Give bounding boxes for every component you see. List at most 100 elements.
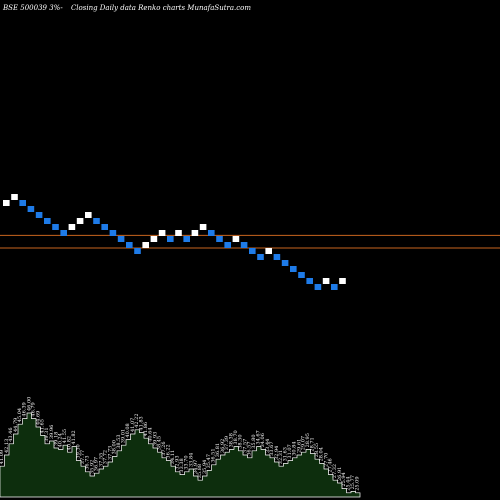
chart-header: BSE 500039 3%- Closing Daily data Renko … [2,4,251,12]
renko-brick-down [134,248,141,254]
volume-label: 37.77 [80,450,86,464]
volume-label: 28.55 [314,443,320,457]
volume-label: 41.55 [62,429,68,443]
renko-brick-up [150,236,158,242]
volume-label: 29.07 [301,436,307,450]
volume-label: 25.44 [346,476,352,490]
volume-label: 38.45 [157,436,163,450]
renko-brick-down [52,224,59,230]
volume-label: 25.77 [350,475,356,489]
volume-label: 36.97 [94,457,100,471]
volume-label: 27.70 [323,453,329,467]
volume-label: 41.07 [130,418,136,432]
reference-lines [0,234,500,249]
renko-brick-up [11,194,18,200]
chart-description: Closing Daily data Renko charts MunafaSu… [71,4,251,12]
renko-brick-down [93,218,100,224]
volume-label: 45.04 [17,408,23,422]
volume-label: 40.82 [67,436,73,450]
volume-label: 35.47 [206,454,212,468]
volume-label: 28.71 [310,437,316,451]
volume-label: 44.69 [35,411,41,425]
volume-label: 33.38 [179,458,185,472]
renko-brick-down [216,236,223,242]
renko-brick-down [101,224,108,230]
renko-brick-up [76,218,84,224]
volume-label: 46.00 [26,397,32,411]
renko-brick-down [240,242,248,248]
volume-label: 31.07 [287,444,293,458]
renko-brick-up [175,230,182,236]
volume-label: 25.09 [355,476,361,490]
renko-bricks [3,194,346,290]
volume-label: 41.82 [71,430,77,444]
renko-brick-down [208,230,215,236]
renko-brick-down [27,206,35,212]
renko-brick-up [199,224,207,230]
renko-brick-down [60,230,67,236]
volume-label: 41.86 [143,422,149,436]
volume-label: 28.04 [319,447,325,461]
volume-label: 41.65 [40,419,46,433]
volume-label: 25.94 [341,472,347,486]
volume-label: 42.13 [4,439,10,453]
volume-label: 34.97 [193,460,199,474]
volume-label: 33.67 [269,441,275,455]
volume-label: 33.84 [188,453,194,467]
volume-label: 32.93 [175,455,181,469]
volume-area [0,412,361,498]
renko-brick-up [191,230,199,236]
renko-brick-up [265,248,272,254]
volume-label: 37.55 [98,453,104,467]
volume-label: 35.94 [202,460,208,474]
renko-brick-up [68,224,76,230]
renko-brick-down [126,242,133,248]
renko-brick-up [142,242,149,248]
volume-label: 39.93 [152,432,158,446]
renko-brick-down [281,260,289,266]
volume-label: 36.51 [211,448,217,462]
volume-label: 39.18 [53,432,59,446]
volume-label: 29.61 [296,439,302,453]
volume-label: 35.92 [89,460,95,474]
volume-label: 33.70 [184,455,190,469]
renko-brick-down [35,212,43,218]
volume-label: 31.63 [283,447,289,461]
renko-brick-up [158,230,166,236]
volume-area-path [0,412,361,498]
volume-label: 38.00 [112,440,118,454]
volume-label: 37.57 [242,439,248,453]
volume-label: 30.84 [292,441,298,455]
volume-label: 39.30 [76,444,82,458]
renko-brick-down [19,200,26,206]
volume-label: 28.95 [305,433,311,447]
renko-brick-up [322,278,330,284]
renko-brick-down [314,284,322,290]
renko-brick-down [331,284,338,290]
renko-brick-down [117,236,125,242]
volume-label: 36.81 [215,443,221,457]
renko-brick-down [306,278,313,284]
volume-label: 39.96 [49,425,55,439]
renko-brick-down [290,266,297,272]
renko-brick-down [109,230,117,236]
volume-label: 46.79 [31,402,37,416]
volume-label: 38.53 [116,434,122,448]
chart-ticker: BSE 500039 3%- [2,4,63,12]
volume-label: 44.79 [13,418,19,432]
renko-brick-down [167,236,174,242]
renko-brick-down [298,272,305,278]
renko-brick-down [249,248,256,254]
volume-label: 34.11 [170,450,176,464]
renko-brick-down [224,242,231,248]
volume-label: 41.09 [0,450,5,464]
volume-label: 37.73 [107,446,113,460]
volume-label: 40.08 [125,423,131,437]
volume-label: 39.01 [121,429,127,443]
renko-brick-down [273,254,281,260]
volume-label: 36.92 [220,439,226,453]
volume-label: 37.72 [103,450,109,464]
volume-label: 38.70 [233,430,239,444]
